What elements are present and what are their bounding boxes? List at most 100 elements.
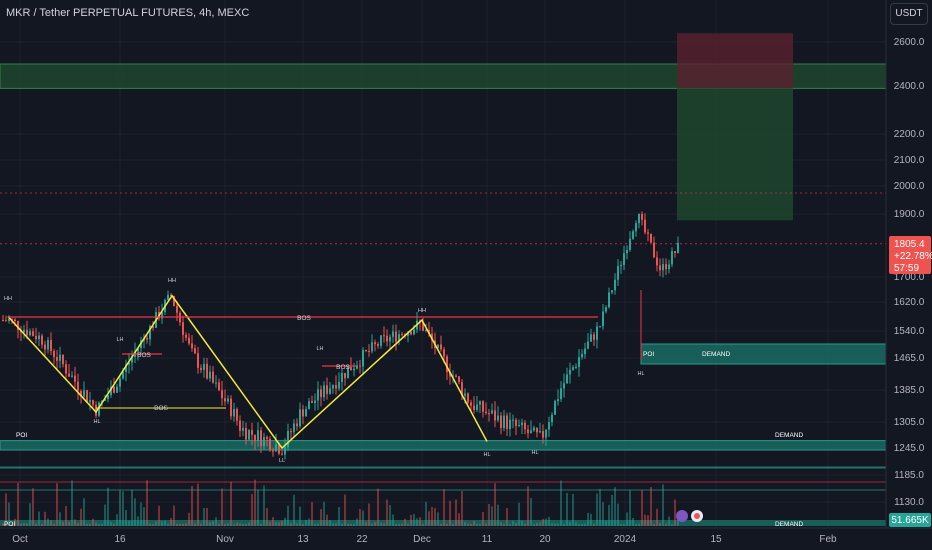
- poi-label: POI: [16, 432, 27, 439]
- price-tick-label: 1130.0: [894, 497, 924, 508]
- structure-label: LH: [316, 346, 323, 352]
- volume-bar: [377, 488, 379, 526]
- volume-bar: [287, 505, 289, 526]
- candle-body: [38, 335, 40, 340]
- time-tick-label: Oct: [12, 534, 28, 545]
- candle-body: [224, 398, 226, 402]
- candle-body: [128, 362, 130, 365]
- candle-body: [116, 386, 118, 393]
- volume-bar: [74, 519, 76, 526]
- volume-bar: [578, 524, 580, 526]
- candle-body: [149, 325, 151, 340]
- volume-bar: [638, 523, 640, 526]
- volume-bar: [485, 523, 487, 526]
- volume-bar: [227, 523, 229, 526]
- candle-body: [542, 431, 544, 438]
- candle-body: [311, 401, 313, 404]
- volume-bar: [347, 523, 349, 526]
- candle-body: [446, 356, 448, 373]
- volume-bar: [677, 519, 679, 526]
- volume-bar: [392, 514, 394, 526]
- candle-body: [473, 405, 475, 410]
- candle-body: [383, 335, 385, 337]
- volume-bar: [140, 502, 142, 526]
- volume-bar: [293, 494, 295, 526]
- demand-label: DEMAND: [775, 521, 803, 528]
- currency-button[interactable]: USDT: [890, 3, 928, 25]
- candle-body: [668, 264, 670, 270]
- candle-body: [626, 249, 628, 254]
- volume-bar: [278, 522, 280, 526]
- candle-body: [236, 408, 238, 421]
- candle-body: [392, 331, 394, 337]
- volume-bar: [380, 522, 382, 526]
- candle-body: [95, 404, 97, 416]
- candle-body: [350, 367, 352, 371]
- demand-label: DEMAND: [775, 432, 803, 439]
- candle-body: [605, 307, 607, 312]
- volume-bar: [551, 523, 553, 526]
- volume-bar: [269, 522, 271, 526]
- candle-body: [296, 423, 298, 427]
- volume-bar: [68, 521, 70, 526]
- candle-body: [110, 386, 112, 396]
- candle-body: [632, 231, 634, 239]
- candle-body: [74, 375, 76, 382]
- candle-body: [221, 390, 223, 399]
- volume-bar: [533, 523, 535, 526]
- volume-bar: [290, 523, 292, 526]
- candle-body: [587, 341, 589, 349]
- price-tick-label: 2200.0: [894, 129, 925, 140]
- flash-event-icon: [676, 510, 688, 522]
- time-tick-label: Feb: [819, 534, 837, 545]
- volume-bar: [419, 517, 421, 526]
- volume-bar: [50, 520, 52, 526]
- poi-label: POI: [643, 351, 654, 358]
- candle-body: [323, 385, 325, 398]
- volume-bar: [626, 512, 628, 526]
- volume-bar: [488, 503, 490, 526]
- price-tick-label: 1465.0: [894, 353, 925, 364]
- volume-bar: [194, 523, 196, 526]
- candle-body: [326, 385, 328, 394]
- candle-body: [227, 398, 229, 402]
- candle-body: [344, 372, 346, 379]
- volume-bar: [404, 518, 406, 526]
- volume-bar: [335, 523, 337, 526]
- volume-bar: [422, 523, 424, 526]
- candle-body: [602, 311, 604, 327]
- volume-bar: [197, 483, 199, 526]
- volume-bar: [143, 507, 145, 526]
- price-axis: 2600.0 2400.0 2200.0 2100.0 2000.0 1900.0 1700…: [885, 0, 932, 528]
- candle-body: [554, 401, 556, 415]
- candle-body: [77, 381, 79, 391]
- candle-body: [284, 447, 286, 455]
- chart-title: MKR / Tether PERPETUAL FUTURES, 4h, MEXC: [6, 7, 250, 19]
- candle-body: [530, 430, 532, 434]
- volume-bar: [200, 523, 202, 526]
- volume-bar: [371, 523, 373, 526]
- volume-bar: [398, 523, 400, 526]
- last-price-value: 1805.4: [894, 239, 925, 250]
- candle-body: [665, 264, 667, 270]
- candle-body: [317, 389, 319, 401]
- candle-body: [341, 372, 343, 382]
- candle-body: [299, 409, 301, 427]
- structure-label: HL: [483, 452, 490, 458]
- candle-body: [200, 367, 202, 370]
- volume-bar: [35, 523, 37, 526]
- candle-body: [65, 364, 67, 374]
- candle-body: [98, 402, 100, 416]
- volume-bar: [437, 512, 439, 526]
- volume-bar: [8, 502, 10, 526]
- candle-body: [368, 351, 370, 353]
- volume-bar: [239, 523, 241, 526]
- volume-bar: [560, 480, 562, 526]
- last-price-change: +22.78%: [894, 251, 932, 262]
- volume-bar: [356, 518, 358, 526]
- volume-bar: [641, 490, 643, 526]
- volume-bar: [668, 516, 670, 526]
- volume-bar: [152, 523, 154, 526]
- volume-bar: [254, 479, 256, 526]
